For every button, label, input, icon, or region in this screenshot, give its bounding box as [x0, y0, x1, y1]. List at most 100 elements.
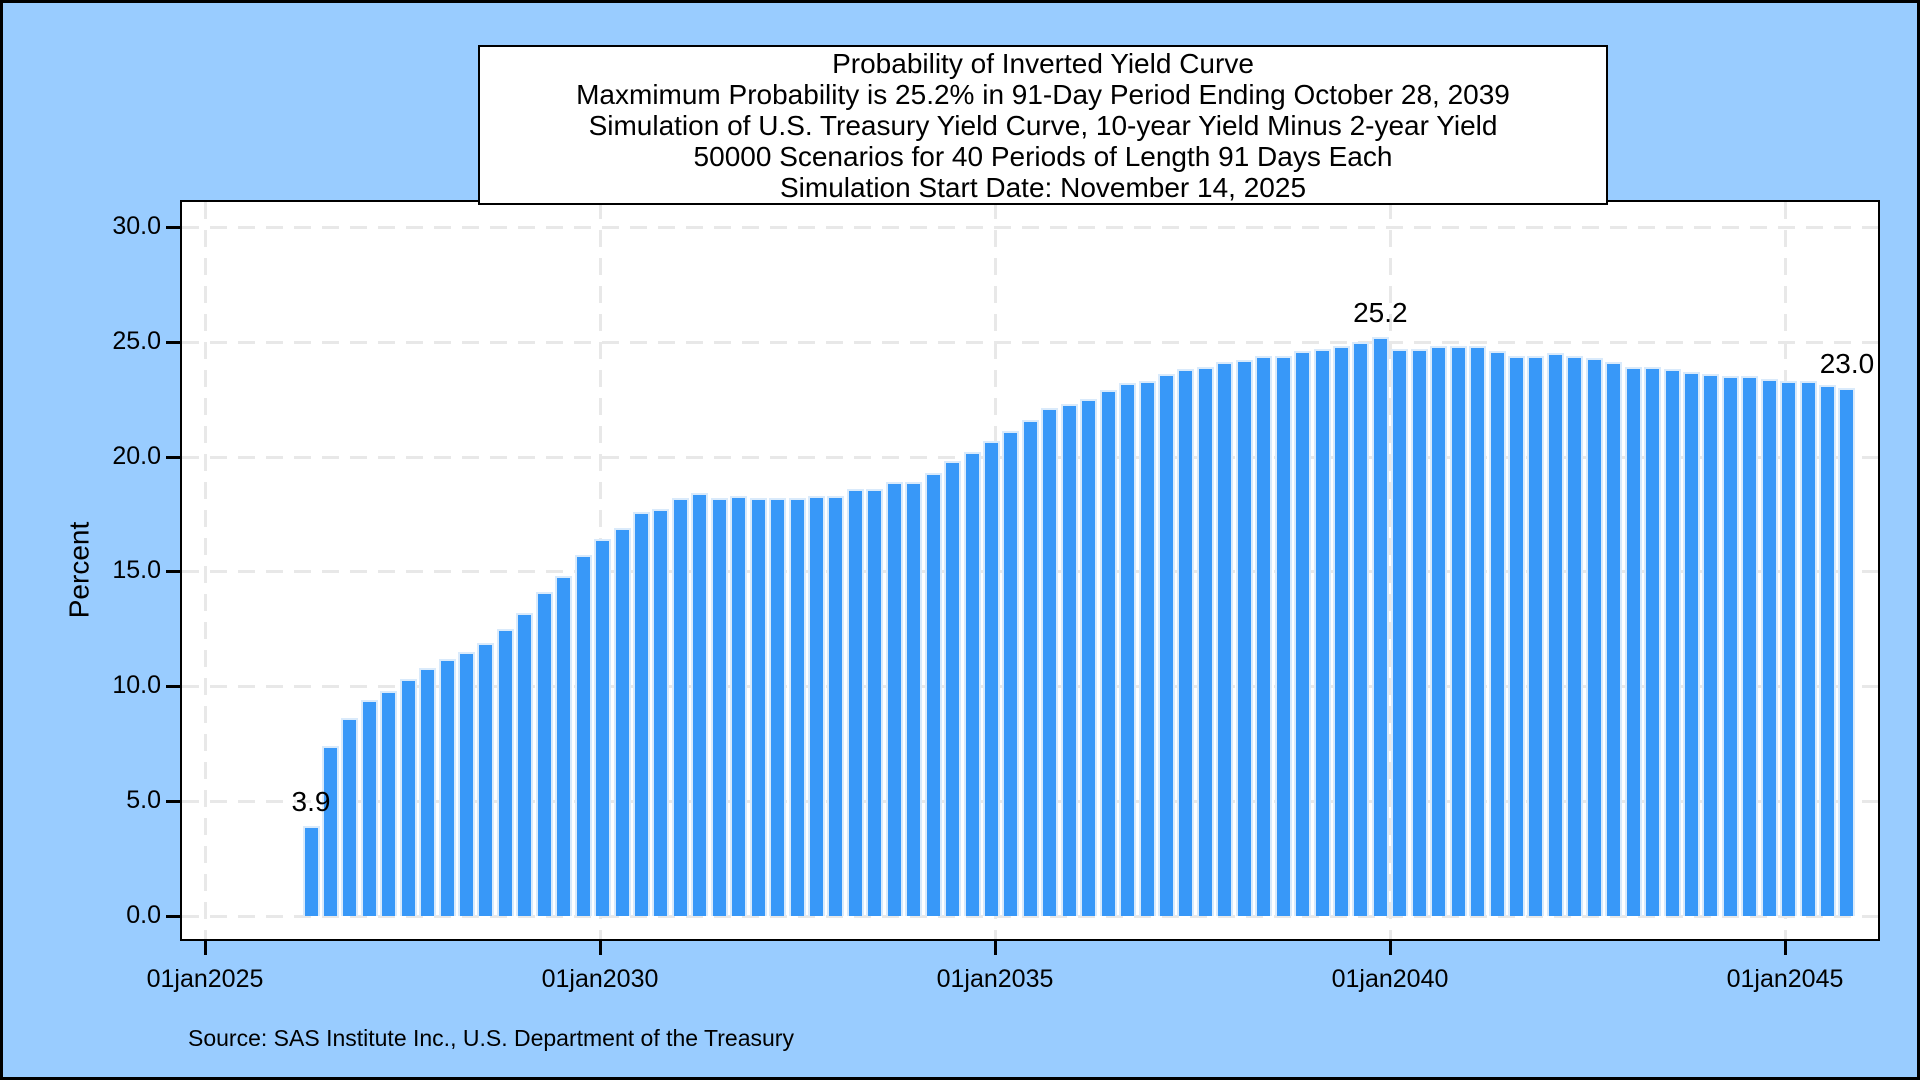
y-tick [166, 570, 180, 574]
bar [458, 651, 476, 916]
bar [866, 488, 884, 916]
bar [1507, 355, 1525, 916]
y-tick [166, 225, 180, 229]
bar [321, 746, 339, 916]
x-tick-label: 01jan2035 [936, 965, 1054, 993]
bar [710, 498, 728, 916]
bar [1449, 346, 1467, 916]
y-tick-label: 15.0 [112, 556, 161, 585]
bar [1663, 369, 1681, 916]
bar [419, 667, 437, 916]
bar [963, 452, 981, 916]
y-tick-label: 5.0 [126, 786, 161, 815]
bar [1255, 355, 1273, 916]
x-tick-label: 01jan2025 [146, 965, 264, 993]
bar [1216, 362, 1234, 916]
bar [788, 498, 806, 916]
bar [1332, 346, 1350, 916]
title-line-2: Maxmimum Probability is 25.2% in 91-Day … [576, 78, 1510, 110]
bar [1060, 403, 1078, 916]
y-tick-label: 10.0 [112, 671, 161, 700]
bar [691, 493, 709, 916]
bar [594, 539, 612, 916]
x-tick [1784, 941, 1787, 955]
bar [535, 592, 553, 916]
x-gridline [204, 202, 207, 939]
x-tick [1389, 941, 1392, 955]
bar [399, 679, 417, 916]
bar [827, 495, 845, 916]
y-axis-title: Percent [63, 521, 95, 619]
bar [438, 658, 456, 916]
bar [1080, 399, 1098, 916]
bar [1585, 357, 1603, 916]
bar [1294, 351, 1312, 916]
bar [1741, 376, 1759, 916]
bar [1488, 351, 1506, 916]
bar [516, 612, 534, 916]
bar [341, 718, 359, 916]
y-gridline [182, 225, 1878, 229]
bar [555, 576, 573, 916]
bar [885, 481, 903, 916]
bar [1157, 373, 1175, 916]
y-gridline [182, 340, 1878, 344]
bar [1682, 371, 1700, 916]
y-tick [166, 340, 180, 344]
bar [380, 690, 398, 916]
bar [769, 498, 787, 916]
x-tick [204, 941, 207, 955]
bar [613, 527, 631, 916]
x-tick-label: 01jan2045 [1726, 965, 1844, 993]
bar [1702, 373, 1720, 916]
bar [730, 495, 748, 916]
bar [1527, 355, 1545, 916]
bar [1352, 341, 1370, 916]
chart-title-box: Probability of Inverted Yield Curve Maxm… [478, 45, 1608, 205]
bar [1430, 346, 1448, 916]
bar [1469, 346, 1487, 916]
bar [633, 511, 651, 916]
bar [1099, 390, 1117, 916]
title-line-4: 50000 Scenarios for 40 Periods of Length… [693, 140, 1393, 172]
bar [983, 440, 1000, 916]
bar [924, 472, 942, 916]
bar [1021, 419, 1039, 916]
bar [1119, 383, 1137, 916]
y-tick [166, 800, 180, 804]
title-line-3: Simulation of U.S. Treasury Yield Curve,… [588, 109, 1498, 141]
bar [944, 461, 962, 916]
bar [1780, 380, 1798, 916]
y-tick-label: 30.0 [112, 211, 161, 240]
bar [1391, 348, 1409, 916]
bar [496, 628, 514, 916]
bar [574, 555, 592, 916]
bar [652, 509, 670, 916]
bar [671, 498, 689, 916]
bar [1041, 408, 1059, 916]
x-tick-label: 01jan2030 [541, 965, 659, 993]
y-tick [166, 455, 180, 459]
bar [749, 498, 767, 916]
bar-value-label: 3.9 [291, 786, 331, 818]
bar [808, 495, 826, 916]
y-tick [166, 685, 180, 689]
bar [905, 481, 923, 916]
y-tick [166, 915, 180, 918]
bar [1371, 337, 1389, 916]
bar [1624, 367, 1642, 916]
bar [1177, 369, 1195, 916]
bar [1605, 362, 1623, 916]
bar [302, 826, 320, 916]
bar [1002, 431, 1020, 916]
bar [1546, 353, 1564, 916]
bar [1838, 387, 1856, 916]
y-gridline [182, 915, 1878, 918]
bar [1410, 348, 1428, 916]
bar [1196, 367, 1214, 916]
bar [1274, 355, 1292, 916]
x-gridline [1389, 202, 1392, 939]
source-footnote: Source: SAS Institute Inc., U.S. Departm… [188, 1025, 794, 1051]
bar [1760, 378, 1778, 916]
